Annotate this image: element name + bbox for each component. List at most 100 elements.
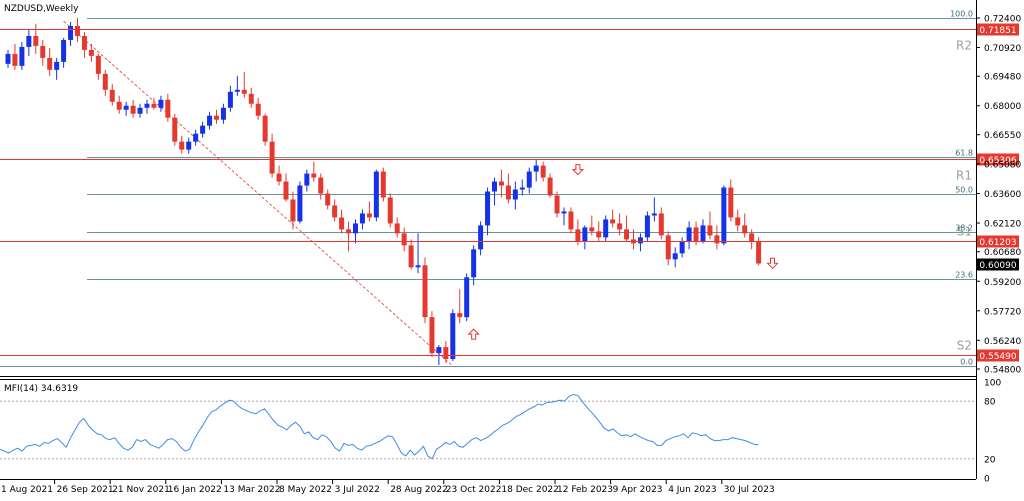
candle-bearish <box>429 317 435 354</box>
candle-bullish <box>207 115 213 126</box>
level-name-r1: R1 <box>956 169 972 183</box>
candle-bearish <box>269 141 275 174</box>
candle-bearish <box>457 313 463 318</box>
fib-label: 23.6 <box>955 271 973 280</box>
candle-bearish <box>498 181 504 186</box>
mfi-line <box>0 393 759 460</box>
candle-bearish <box>568 211 574 230</box>
level-price-label: 0.61203 <box>979 238 1016 248</box>
candle-bullish <box>492 181 497 192</box>
mfi-tick-label: 0 <box>984 475 990 485</box>
candle-bullish <box>450 313 456 360</box>
candle-bearish <box>540 165 546 178</box>
price-tick-label: 0.59200 <box>984 278 1021 288</box>
candle-bullish <box>679 241 685 254</box>
price-tick-label: 0.57720 <box>984 307 1021 317</box>
candle-bearish <box>151 103 157 108</box>
candle-bearish <box>130 105 136 114</box>
candle-bearish <box>742 225 748 234</box>
candle-bearish <box>33 35 39 46</box>
price-tick-label: 0.56240 <box>984 337 1021 347</box>
time-tick-label: 21 Nov 2021 <box>112 485 170 495</box>
candle-bearish <box>596 231 602 238</box>
level-name-r2: R2 <box>956 39 972 53</box>
candle-bullish <box>561 211 567 214</box>
candle-bearish <box>290 199 296 222</box>
candle-bearish <box>714 235 720 244</box>
candle-bearish <box>707 225 713 236</box>
price-tick-label: 0.54800 <box>984 366 1021 376</box>
candle-bearish <box>339 217 345 230</box>
candle-bearish <box>658 213 664 236</box>
price-tick-label: 0.70920 <box>984 44 1021 54</box>
sell-arrow-icon <box>766 257 779 270</box>
candle-bullish <box>54 61 60 70</box>
candle-bearish <box>318 177 324 194</box>
candle-bearish <box>387 197 393 224</box>
candle-bearish <box>102 73 108 90</box>
candle-bullish <box>672 253 678 260</box>
candle-bearish <box>554 195 560 214</box>
time-tick-label: 9 Apr 2023 <box>613 485 663 495</box>
time-tick-label: 28 Aug 2022 <box>390 485 448 495</box>
candle-bullish <box>220 107 226 120</box>
price-tick-label: 0.72400 <box>984 14 1021 24</box>
candle-bearish <box>116 101 122 110</box>
time-tick-label: 1 Aug 2021 <box>1 485 53 495</box>
candle-bullish <box>526 171 532 188</box>
candle-bearish <box>214 115 219 120</box>
candle-bearish <box>12 53 18 66</box>
candle-bullish <box>158 99 164 108</box>
candle-bullish <box>26 35 32 47</box>
level-price-tag <box>977 349 1019 362</box>
candle-bullish <box>485 191 491 226</box>
candle-bearish <box>165 99 171 118</box>
candle-bullish <box>304 173 310 186</box>
time-tick-label: 23 Oct 2022 <box>446 485 502 495</box>
candle-bullish <box>227 91 233 108</box>
candle-bullish <box>200 125 206 134</box>
fib-label: 61.8 <box>955 149 973 158</box>
price-tick-label: 0.65080 <box>984 160 1021 170</box>
candle-bearish <box>81 35 87 50</box>
price-tick-label: 0.63600 <box>984 190 1021 200</box>
candle-bearish <box>75 25 80 36</box>
fib-label: 100.0 <box>950 10 973 19</box>
level-price-label: 0.55490 <box>979 352 1016 362</box>
time-tick-label: 8 May 2022 <box>279 485 332 495</box>
candle-bullish <box>478 225 484 250</box>
candle-bearish <box>693 227 699 242</box>
candle-bearish <box>179 141 185 150</box>
level-price-label: 0.65306 <box>979 156 1016 166</box>
candle-bullish <box>193 133 199 142</box>
price-tick-label: 0.60680 <box>984 248 1021 258</box>
trendline <box>63 20 454 367</box>
buy-arrow-icon <box>467 328 480 340</box>
candle-bearish <box>311 173 317 178</box>
candle-bullish <box>359 213 365 224</box>
candle-bullish <box>137 107 143 114</box>
candle-bearish <box>505 185 511 200</box>
candle-bearish <box>735 217 741 226</box>
mfi-indicator-label: MFI(14) 34.6319 <box>4 384 78 394</box>
candle-bullish <box>436 347 442 354</box>
candle-bearish <box>255 103 261 116</box>
time-tick-label: 12 Feb 2023 <box>557 485 613 495</box>
candle-bullish <box>686 227 692 242</box>
mfi-tick-label: 100 <box>984 379 1001 389</box>
candle-bearish <box>617 223 623 230</box>
candle-bearish <box>325 193 331 206</box>
candle-bearish <box>248 93 254 104</box>
candle-bullish <box>721 187 727 244</box>
candle-bearish <box>95 55 101 74</box>
sell-arrow-icon <box>571 164 585 176</box>
candle-bearish <box>172 117 178 142</box>
candle-bullish <box>234 89 240 92</box>
candle-bullish <box>144 103 150 108</box>
candle-bullish <box>512 189 518 200</box>
candle-bearish <box>283 181 289 200</box>
candle-bullish <box>651 213 657 216</box>
fib-label: 0.0 <box>960 358 973 367</box>
